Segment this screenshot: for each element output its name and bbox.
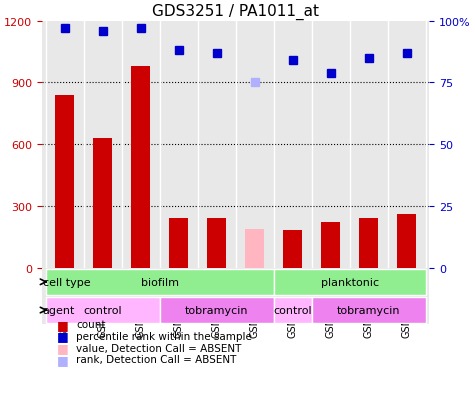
Text: ■: ■ (57, 353, 69, 366)
Text: tobramycin: tobramycin (337, 305, 400, 315)
Text: control: control (84, 305, 122, 315)
FancyBboxPatch shape (46, 298, 160, 323)
Text: planktonic: planktonic (321, 277, 379, 287)
FancyBboxPatch shape (274, 298, 312, 323)
Text: value, Detection Call = ABSENT: value, Detection Call = ABSENT (76, 343, 241, 353)
Text: ■: ■ (57, 341, 69, 354)
FancyBboxPatch shape (312, 298, 426, 323)
Bar (93, 139, 112, 268)
Bar (169, 219, 188, 268)
Bar (397, 215, 416, 268)
Text: count: count (76, 320, 105, 330)
Text: rank, Detection Call = ABSENT: rank, Detection Call = ABSENT (76, 354, 237, 364)
Bar (321, 223, 340, 268)
Bar (207, 219, 226, 268)
Bar (245, 229, 264, 268)
Text: ■: ■ (57, 330, 69, 343)
Bar (131, 67, 150, 268)
Text: biofilm: biofilm (141, 277, 179, 287)
FancyBboxPatch shape (160, 298, 274, 323)
Text: agent: agent (43, 305, 75, 315)
Bar (55, 95, 74, 268)
Text: tobramycin: tobramycin (185, 305, 248, 315)
FancyBboxPatch shape (274, 269, 426, 295)
Bar (359, 219, 378, 268)
Text: ■: ■ (57, 318, 69, 331)
Title: GDS3251 / PA1011_at: GDS3251 / PA1011_at (152, 4, 319, 20)
Text: control: control (274, 305, 312, 315)
FancyBboxPatch shape (46, 269, 274, 295)
Text: percentile rank within the sample: percentile rank within the sample (76, 331, 252, 341)
Text: cell type: cell type (43, 277, 90, 287)
Bar (283, 230, 302, 268)
